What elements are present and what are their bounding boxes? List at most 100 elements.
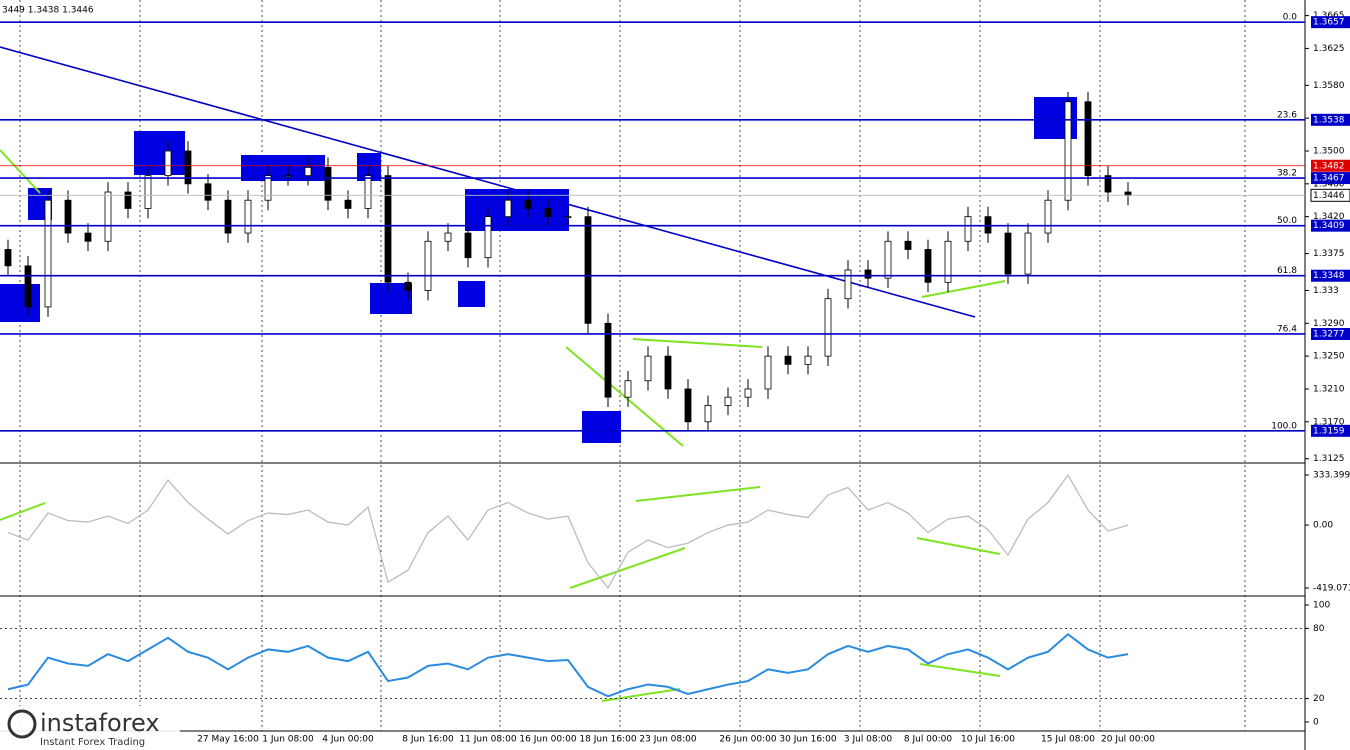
- candle-body: [144, 175, 152, 209]
- trend-line: [0, 46, 976, 318]
- x-tick-label: 26 Jun 00:00: [719, 735, 776, 745]
- y-tick-label: 1.3125: [1313, 454, 1345, 464]
- candle-body: [244, 199, 252, 234]
- price-box-label: 1.3657: [1313, 18, 1345, 28]
- price-box-label: 1.3482: [1313, 161, 1345, 171]
- price-box-label: 1.3348: [1313, 271, 1345, 281]
- candle-body: [184, 150, 192, 185]
- y-tick-label: 100: [1313, 601, 1330, 611]
- x-tick-label: 1 Jun 08:00: [262, 735, 314, 745]
- candle-body: [424, 240, 432, 291]
- price-box-label: 1.3409: [1313, 221, 1345, 231]
- price-box: [1311, 327, 1350, 340]
- candle-body: [704, 404, 712, 423]
- candle-body: [24, 265, 32, 308]
- candle-body: [444, 232, 452, 242]
- candle-body: [924, 249, 932, 283]
- brand: instaforex: [40, 709, 160, 737]
- candle-body: [1024, 232, 1032, 275]
- fib-label: 61.8: [1277, 266, 1297, 276]
- x-tick-label: 30 Jun 16:00: [779, 735, 836, 745]
- y-tick-label: 1.3250: [1313, 352, 1345, 362]
- candle-body: [84, 232, 92, 242]
- x-tick-label: 16 Jun 00:00: [519, 735, 576, 745]
- candle-body: [1064, 101, 1072, 201]
- x-tick-label: 8 Jun 16:00: [402, 735, 454, 745]
- candle-body: [44, 199, 52, 308]
- price-box-label: 1.3159: [1313, 426, 1345, 436]
- price-box: [1311, 16, 1350, 29]
- candle-body: [564, 216, 572, 219]
- candle-body: [484, 216, 492, 259]
- candle-body: [1084, 101, 1092, 177]
- price-box: [1311, 269, 1350, 282]
- y-tick-label: 1.3580: [1313, 81, 1345, 91]
- price-box: [1311, 172, 1350, 185]
- candle-body: [404, 281, 412, 291]
- candle-body: [1104, 175, 1112, 193]
- y-tick-label: 1.3625: [1313, 44, 1345, 54]
- candle-body: [544, 208, 552, 218]
- candle-body: [964, 216, 972, 242]
- y-tick-label: 1.3420: [1313, 212, 1345, 222]
- candle-body: [744, 388, 752, 398]
- indicator-line: [7, 473, 1129, 590]
- x-tick-label: 3 Jul 08:00: [844, 735, 893, 745]
- candle-body: [164, 150, 172, 177]
- candle-body: [864, 269, 872, 279]
- fib-label: 76.4: [1277, 324, 1297, 334]
- candle-body: [524, 199, 532, 209]
- candle-body: [824, 298, 832, 357]
- candle-body: [724, 396, 732, 406]
- candle-body: [684, 388, 692, 423]
- y-tick-label: 1.3210: [1313, 384, 1345, 394]
- candle-body: [884, 240, 892, 279]
- candle-body: [1124, 191, 1132, 196]
- price-box-label: 1.3446: [1313, 191, 1345, 201]
- divergence-lines: [0, 149, 1006, 702]
- y-tick-label: 80: [1313, 624, 1325, 634]
- x-tick-label: 23 Jun 08:00: [639, 735, 696, 745]
- time-grid: [19, 0, 1246, 731]
- price-box-label: 1.3277: [1313, 329, 1345, 339]
- y-tick-label: 1.333: [1313, 286, 1339, 296]
- candle-body: [204, 183, 212, 201]
- price-box-label: 1.3467: [1313, 174, 1345, 184]
- x-tick-label: 10 Jul 16:00: [961, 735, 1015, 745]
- fib-label: 38.2: [1277, 169, 1297, 179]
- y-tick-label: 1.3170: [1313, 417, 1345, 427]
- candle-body: [624, 380, 632, 398]
- candle-body: [644, 355, 652, 382]
- ohlc-header: 3449 1.3438 1.3446: [2, 6, 94, 16]
- indicator-line: [7, 632, 1129, 698]
- x-tick-label: 20 Jul 00:00: [1101, 735, 1155, 745]
- candle-body: [804, 355, 812, 365]
- x-tick-label: 15 Jul 08:00: [1041, 735, 1095, 745]
- candle-body: [584, 216, 592, 324]
- panel-frames: [0, 0, 1306, 750]
- y-tick-label: 333.3997: [1313, 471, 1350, 481]
- x-tick-label: 4 Jun 00:00: [322, 735, 374, 745]
- candle-body: [764, 355, 772, 390]
- y-tick-label: 1.3665: [1313, 11, 1345, 21]
- candle-body: [504, 199, 512, 218]
- price-box-label: 1.3538: [1313, 115, 1345, 125]
- candle-body: [1044, 199, 1052, 234]
- candle-body: [304, 167, 312, 177]
- plots: 1.36651.36251.35801.35401.35001.34601.34…: [0, 11, 1350, 745]
- price-box: [1311, 113, 1350, 126]
- candle-body: [264, 175, 272, 201]
- price-box: [1310, 188, 1350, 202]
- candle-body: [4, 249, 12, 267]
- candle-body: [604, 322, 612, 398]
- y-tick-label: 0: [1313, 718, 1319, 728]
- x-tick-label: 8 Jul 00:00: [904, 735, 953, 745]
- x-tick-label: 18 Jun 16:00: [579, 735, 636, 745]
- price-box: [1311, 424, 1350, 437]
- candle-body: [364, 175, 372, 209]
- fib-label: 23.6: [1277, 110, 1297, 120]
- candle-body: [464, 232, 472, 259]
- candle-body: [284, 175, 292, 178]
- price-box: [1311, 159, 1350, 172]
